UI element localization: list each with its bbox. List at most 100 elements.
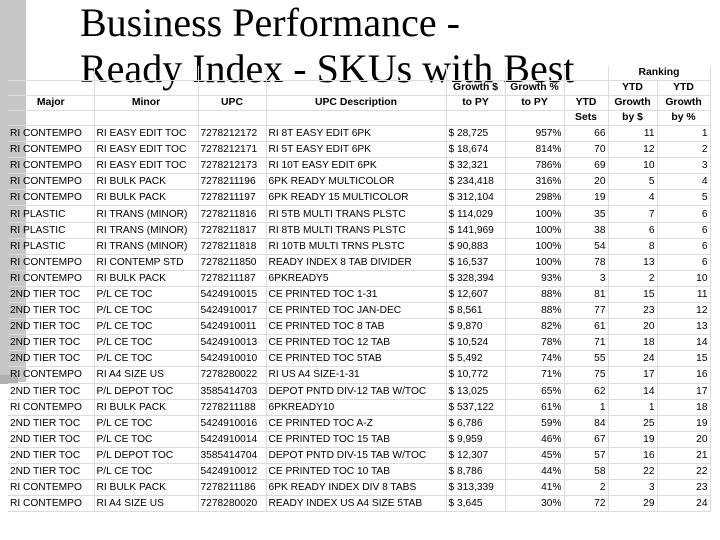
cell-ytd-sets: 69	[564, 157, 609, 175]
cell-growth-dollar: $ 312,104	[446, 189, 506, 207]
cell-upc-description: DEPOT PNTD DIV-12 TAB W/TOC	[266, 383, 447, 400]
cell-growth-pct: 41%	[505, 479, 565, 497]
cell-major: 2ND TIER TOC	[8, 318, 95, 336]
cell-upc: 5424910013	[198, 334, 267, 352]
cell-upc: 7278211187	[198, 270, 267, 287]
header-upc: UPC	[198, 95, 267, 111]
cell-rank-dollar: 24	[608, 350, 658, 368]
cell-major: RI CONTEMPO	[8, 189, 95, 207]
cell-minor: P/L CE TOC	[94, 350, 199, 368]
cell-ytd-sets: 78	[564, 254, 609, 271]
cell-growth-dollar: $ 28,725	[446, 125, 506, 143]
cell-rank-pct: 6	[657, 222, 711, 239]
header-growth-dollar-l2: to PY	[446, 95, 506, 111]
cell-upc: 5424910010	[198, 350, 267, 368]
cell-upc-description: RI 10TB MULTI TRNS PLSTC	[266, 238, 447, 255]
cell-growth-dollar: $ 12,307	[446, 447, 506, 464]
cell-minor: RI A4 SIZE US	[94, 366, 199, 384]
cell-growth-dollar: $ 141,969	[446, 222, 506, 239]
cell-rank-dollar: 12	[608, 141, 658, 159]
cell-upc-description: RI 10T EASY EDIT 6PK	[266, 157, 447, 175]
cell-growth-pct: 786%	[505, 157, 565, 175]
table-row: 2ND TIER TOC P/L CE TOC 5424910014 CE PRINT…	[8, 431, 711, 448]
cell-growth-dollar: $ 114,029	[446, 205, 506, 223]
table-row: 2ND TIER TOC P/L CE TOC 5424910015 CE PRINT…	[8, 286, 711, 304]
cell-minor: RI EASY EDIT TOC	[94, 125, 199, 143]
cell-rank-dollar: 20	[608, 318, 658, 336]
cell-upc: 5424910012	[198, 463, 267, 481]
cell-minor: RI BULK PACK	[94, 270, 199, 287]
cell-upc-description: RI 8T EASY EDIT 6PK	[266, 125, 447, 143]
cell-upc-description: 6PK READY INDEX DIV 8 TABS	[266, 479, 447, 497]
cell-rank-dollar: 15	[608, 286, 658, 304]
cell-growth-pct: 88%	[505, 286, 565, 304]
cell-upc: 5424910015	[198, 286, 267, 304]
cell-rank-pct: 15	[657, 350, 711, 368]
cell-major: 2ND TIER TOC	[8, 463, 95, 481]
cell-upc-description: RI 5T EASY EDIT 6PK	[266, 141, 447, 159]
cell-minor: RI A4 SIZE US	[94, 495, 199, 513]
cell-major: 2ND TIER TOC	[8, 286, 95, 304]
cell-rank-dollar: 19	[608, 431, 658, 448]
cell-major: RI CONTEMPO	[8, 366, 95, 384]
header-upc-description: UPC Description	[266, 95, 447, 111]
cell-rank-dollar: 14	[608, 383, 658, 400]
cell-rank-dollar: 25	[608, 415, 658, 432]
cell-rank-dollar: 6	[608, 222, 658, 239]
cell-major: RI CONTEMPO	[8, 254, 95, 271]
cell-growth-pct: 61%	[505, 399, 565, 416]
cell-rank-dollar: 4	[608, 189, 658, 207]
cell-growth-pct: 298%	[505, 189, 565, 207]
cell-rank-pct: 6	[657, 238, 711, 255]
cell-upc: 3585414703	[198, 383, 267, 400]
cell-rank-pct: 18	[657, 399, 711, 416]
cell-growth-pct: 45%	[505, 447, 565, 464]
cell-ytd-sets: 1	[564, 399, 609, 416]
cell-rank-pct: 20	[657, 431, 711, 448]
cell-upc-description: CE PRINTED TOC 10 TAB	[266, 463, 447, 481]
cell-upc: 7278211197	[198, 189, 267, 207]
cell-major: RI PLASTIC	[8, 238, 95, 255]
header-blank	[505, 66, 565, 81]
cell-major: 2ND TIER TOC	[8, 431, 95, 448]
cell-upc: 7278211186	[198, 479, 267, 497]
header-blank	[94, 110, 199, 126]
cell-ytd-sets: 38	[564, 222, 609, 239]
cell-rank-dollar: 18	[608, 334, 658, 352]
cell-rank-pct: 5	[657, 189, 711, 207]
cell-ytd-sets: 3	[564, 270, 609, 287]
cell-growth-dollar: $ 6,786	[446, 415, 506, 432]
cell-upc: 7278212171	[198, 141, 267, 159]
cell-minor: P/L CE TOC	[94, 318, 199, 336]
cell-rank-dollar: 3	[608, 479, 658, 497]
cell-upc: 7278212173	[198, 157, 267, 175]
cell-rank-dollar: 8	[608, 238, 658, 255]
header-rank-pct-l2: Growth	[657, 95, 711, 111]
cell-upc: 7278280020	[198, 495, 267, 513]
cell-rank-pct: 24	[657, 495, 711, 513]
cell-minor: P/L CE TOC	[94, 334, 199, 352]
table-row: RI CONTEMPO RI BULK PACK 7278211196 6PK REA…	[8, 173, 711, 191]
header-blank	[446, 66, 506, 81]
cell-upc-description: CE PRINTED TOC A-Z	[266, 415, 447, 432]
cell-growth-dollar: $ 3,645	[446, 495, 506, 513]
header-blank	[198, 80, 267, 96]
cell-major: 2ND TIER TOC	[8, 350, 95, 368]
cell-minor: RI BULK PACK	[94, 173, 199, 191]
cell-growth-pct: 30%	[505, 495, 565, 513]
cell-minor: RI TRANS (MINOR)	[94, 205, 199, 223]
header-rank-dollar-l2: Growth	[608, 95, 658, 111]
cell-minor: RI CONTEMP STD	[94, 254, 199, 271]
cell-upc-description: RI US A4 SIZE-1-31	[266, 366, 447, 384]
cell-major: RI PLASTIC	[8, 222, 95, 239]
cell-major: 2ND TIER TOC	[8, 383, 95, 400]
cell-upc-description: 6PK READY MULTICOLOR	[266, 173, 447, 191]
cell-upc: 7278212172	[198, 125, 267, 143]
cell-minor: P/L CE TOC	[94, 286, 199, 304]
cell-ytd-sets: 70	[564, 141, 609, 159]
cell-growth-pct: 71%	[505, 366, 565, 384]
cell-rank-pct: 6	[657, 254, 711, 271]
cell-growth-pct: 100%	[505, 238, 565, 255]
header-blank	[198, 66, 267, 81]
header-blank	[8, 66, 95, 81]
